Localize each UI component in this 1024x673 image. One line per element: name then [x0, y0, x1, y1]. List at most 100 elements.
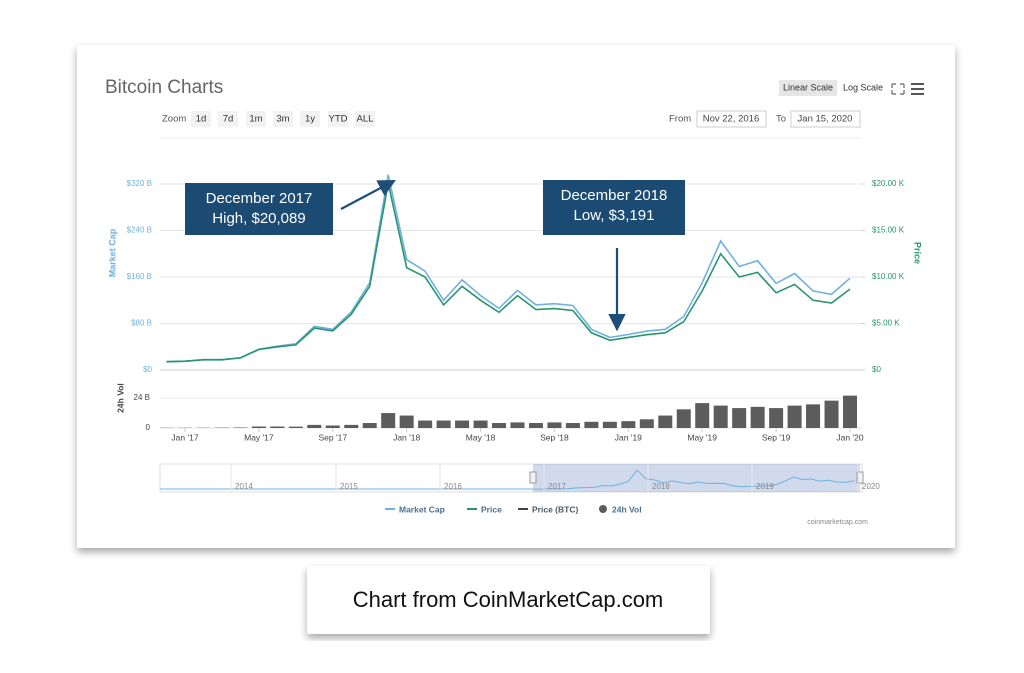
x-tick-label: Sep '17 — [318, 432, 347, 442]
volume-bar — [565, 423, 580, 428]
zoom-button[interactable]: 3m — [276, 114, 289, 125]
from-date[interactable]: Nov 22, 2016 — [703, 114, 760, 125]
volume-bar — [399, 415, 414, 428]
zoom-button-bg[interactable] — [300, 111, 320, 127]
legend-label[interactable]: Market Cap — [399, 504, 445, 514]
y-tick-label: 24 B — [134, 393, 150, 402]
menu-icon[interactable] — [911, 83, 924, 95]
volume-bar — [344, 424, 359, 428]
volume-bar — [436, 420, 451, 428]
zoom-button[interactable]: 1m — [249, 114, 262, 125]
zoom-button-bg[interactable] — [191, 111, 211, 127]
volume-bar — [455, 420, 470, 428]
legend-label[interactable]: 24h Vol — [612, 504, 642, 514]
volume-bar — [307, 424, 322, 428]
annotation-text: High, $20,089 — [212, 210, 305, 227]
annotation-box — [185, 183, 333, 235]
chart-title: Bitcoin Charts — [105, 77, 223, 98]
y2-tick-label: $0 — [872, 365, 881, 374]
volume-bar — [381, 413, 396, 428]
volume-bar — [769, 408, 784, 428]
volume-bar — [676, 409, 691, 428]
navigator-label: 2015 — [340, 482, 358, 491]
x-tick-label: Jan '19 — [615, 432, 642, 442]
volume-bar — [824, 400, 839, 428]
scale-button[interactable]: Log Scale — [843, 82, 883, 92]
zoom-button-bg[interactable] — [246, 111, 266, 127]
y2-tick-label: $5.00 K — [872, 319, 900, 328]
navigator-handle[interactable] — [856, 471, 864, 484]
volume-bar — [362, 423, 377, 428]
zoom-button[interactable]: 7d — [223, 114, 234, 125]
zoom-button[interactable]: YTD — [329, 114, 348, 125]
annotation-arrow — [340, 179, 396, 210]
zoom-button[interactable]: ALL — [357, 114, 374, 125]
y-tick-label: 0 — [146, 423, 151, 432]
to-label: To — [776, 114, 786, 125]
volume-bar — [621, 421, 636, 428]
zoom-button-bg[interactable] — [273, 111, 293, 127]
from-input[interactable] — [696, 110, 767, 128]
y-tick-label: $160 B — [127, 272, 152, 281]
y2-tick-label: $10.00 K — [872, 272, 905, 281]
zoom-button-bg[interactable] — [218, 111, 238, 127]
navigator-label: 2019 — [756, 482, 774, 491]
to-input[interactable] — [790, 110, 861, 128]
y-tick-label: $0 — [143, 365, 152, 374]
x-tick-label: May '18 — [466, 432, 496, 442]
from-label: From — [669, 114, 691, 125]
navigator-label: 2017 — [548, 482, 566, 491]
navigator-label: 2020 — [862, 482, 880, 491]
volume-bar — [288, 426, 303, 428]
volume-bar — [787, 405, 802, 428]
to-date[interactable]: Jan 15, 2020 — [798, 114, 853, 125]
caption-box — [307, 566, 710, 634]
volume-bar — [492, 423, 507, 428]
x-tick-label: May '19 — [687, 432, 717, 442]
y-tick-label: $240 B — [127, 226, 152, 235]
x-tick-label: May '17 — [244, 432, 274, 442]
volume-bar — [510, 422, 525, 428]
x-tick-label: Jan '17 — [171, 432, 198, 442]
legend-label[interactable]: Price (BTC) — [532, 504, 578, 514]
volume-bar — [750, 406, 765, 428]
volume-bar — [528, 423, 543, 428]
navigator-label: 2018 — [652, 482, 670, 491]
navigator-handle[interactable] — [529, 471, 537, 484]
legend-label[interactable]: Price — [481, 504, 502, 514]
volume-bar — [584, 421, 599, 428]
series-line — [166, 183, 851, 363]
navigator-label: 2014 — [235, 482, 253, 491]
zoom-button-bg[interactable] — [328, 111, 348, 127]
scale-button[interactable]: Linear Scale — [783, 82, 833, 92]
y2-tick-label: $15.00 K — [872, 226, 905, 235]
annotation-text: December 2018 — [561, 187, 668, 204]
zoom-label: Zoom — [162, 114, 186, 125]
x-tick-label: Sep '19 — [762, 432, 791, 442]
navigator-line — [532, 469, 855, 490]
annotation-text: Low, $3,191 — [574, 207, 655, 224]
volume-bar — [713, 405, 728, 428]
legend-swatch — [599, 505, 607, 513]
annotation-text: December 2017 — [206, 190, 313, 207]
x-tick-label: Jan '20 — [836, 432, 863, 442]
volume-bar — [806, 404, 821, 428]
volume-bar — [270, 426, 285, 428]
x-tick-label: Sep '18 — [540, 432, 569, 442]
volume-bar — [639, 419, 654, 428]
zoom-button-bg[interactable] — [355, 111, 375, 127]
volume-bar — [547, 422, 562, 428]
scale-button-bg[interactable] — [779, 80, 837, 96]
zoom-button[interactable]: 1y — [305, 114, 315, 125]
y-axis-title: Market Cap — [107, 228, 117, 277]
volume-bar — [251, 426, 266, 428]
volume-bar — [732, 408, 747, 428]
volume-bar — [325, 425, 340, 428]
fullscreen-icon[interactable] — [891, 83, 905, 95]
credit: coinmarketcap.com — [807, 519, 868, 526]
volume-bar — [658, 415, 673, 428]
y-axis-title: 24h Vol — [115, 383, 125, 413]
zoom-button[interactable]: 1d — [196, 114, 207, 125]
y-tick-label: $80 B — [131, 319, 152, 328]
